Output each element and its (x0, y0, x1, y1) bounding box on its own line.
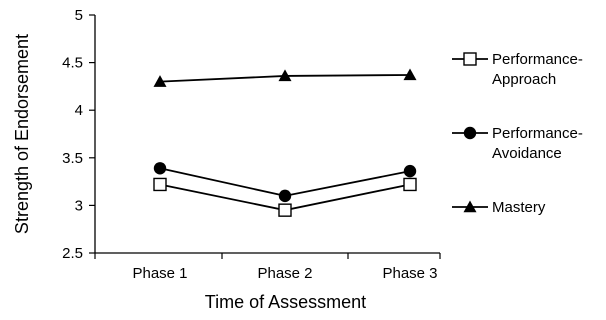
x-axis: Phase 1 Phase 2 Phase 3 (94, 252, 441, 282)
data-point (278, 203, 292, 217)
data-point (278, 69, 292, 82)
legend-label: Performance- (492, 125, 583, 142)
legend-item-1: Performance- Avoidance (452, 125, 583, 162)
legend-label: Mastery (492, 199, 546, 216)
y-tick-label: 3 (75, 197, 83, 214)
series-1 (153, 162, 417, 203)
y-axis-title: Strength of Endorsement (12, 34, 32, 234)
y-tick-label: 4 (75, 102, 83, 119)
y-tick-label: 2.5 (62, 245, 83, 262)
x-tick-label: Phase 2 (257, 265, 312, 282)
data-point (153, 177, 167, 192)
legend-marker (463, 200, 477, 213)
y-axis: 2.5 3 3.5 4 4.5 5 (62, 7, 96, 262)
legend-label: Avoidance (492, 145, 562, 162)
legend-label: Approach (492, 71, 556, 88)
y-tick-label: 3.5 (62, 150, 83, 167)
legend-label: Performance- (492, 51, 583, 68)
x-tick-label: Phase 3 (382, 265, 437, 282)
legend-marker (463, 126, 477, 140)
legend: Performance- Approach Performance- Avoidanc… (452, 51, 583, 216)
y-tick-label: 4.5 (62, 55, 83, 72)
data-point (403, 68, 417, 81)
series-2 (153, 68, 417, 87)
legend-item-0: Performance- Approach (452, 51, 583, 88)
series-layer (153, 68, 417, 217)
y-tick-label: 5 (75, 7, 83, 24)
data-point (403, 164, 417, 178)
x-axis-title: Time of Assessment (205, 292, 366, 312)
legend-marker (463, 52, 477, 66)
x-tick-label: Phase 1 (132, 265, 187, 282)
data-point (403, 177, 417, 192)
data-point (153, 162, 167, 175)
data-point (278, 189, 292, 203)
legend-item-2: Mastery (452, 199, 546, 216)
data-point (153, 75, 167, 87)
series-0 (153, 177, 417, 217)
